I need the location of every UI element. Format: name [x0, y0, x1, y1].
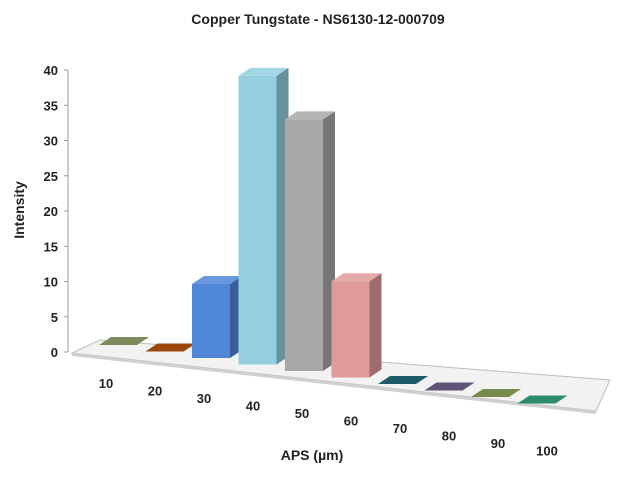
bar-top — [238, 67, 289, 76]
x-tick-label: 80 — [442, 429, 456, 444]
floor-edge — [72, 353, 596, 414]
x-ticks: 10 20 30 40 50 60 70 80 90 100 — [99, 376, 558, 459]
bar-70 — [378, 376, 428, 384]
bar-front — [285, 119, 323, 372]
bar-front — [331, 281, 370, 378]
bar-90 — [471, 389, 521, 397]
y-axis: 0 5 10 15 20 25 30 35 40 — [44, 63, 69, 360]
x-tick-label: 10 — [99, 376, 113, 391]
y-tick-label: 15 — [44, 239, 58, 254]
x-tick-label: 70 — [393, 421, 407, 436]
bar-top — [331, 273, 382, 282]
bar-top — [285, 111, 335, 120]
bar-top — [145, 343, 196, 352]
bar-side — [369, 273, 382, 378]
y-tick-label: 40 — [44, 63, 58, 78]
bar-10 — [99, 337, 149, 345]
y-tick-label: 0 — [51, 345, 58, 360]
chart-title: Copper Tungstate - NS6130-12-000709 — [191, 11, 445, 27]
bars — [99, 67, 568, 404]
y-tick-label: 25 — [44, 169, 58, 184]
x-tick-label: 60 — [344, 414, 358, 429]
y-tick-label: 5 — [51, 310, 58, 325]
bar-60 — [331, 273, 382, 378]
bar-30 — [192, 276, 242, 358]
bar-50 — [285, 111, 335, 372]
bar-top — [192, 276, 242, 284]
y-tick-label: 30 — [44, 134, 58, 149]
y-tick-label: 10 — [44, 275, 58, 290]
x-tick-label: 30 — [197, 391, 211, 406]
y-axis-label: Intensity — [11, 181, 27, 239]
bar-top — [378, 376, 428, 384]
bar-top — [471, 389, 521, 397]
bar-front — [238, 75, 277, 365]
x-axis-label: APS (µm) — [281, 447, 344, 463]
x-tick-label: 90 — [491, 436, 505, 451]
x-tick-label: 100 — [536, 444, 558, 459]
bar-100 — [517, 395, 568, 404]
y-tick-label: 20 — [44, 204, 58, 219]
bar-40 — [238, 67, 289, 365]
x-tick-label: 40 — [246, 399, 260, 414]
y-tick-label: 35 — [44, 98, 58, 113]
bar-20 — [145, 343, 196, 352]
bar-top — [517, 395, 568, 404]
bar-80 — [424, 382, 475, 391]
bar-front — [192, 284, 230, 358]
bar-top — [424, 382, 475, 391]
bar-top — [99, 337, 149, 345]
x-tick-label: 20 — [148, 384, 162, 399]
x-tick-label: 50 — [295, 406, 309, 421]
